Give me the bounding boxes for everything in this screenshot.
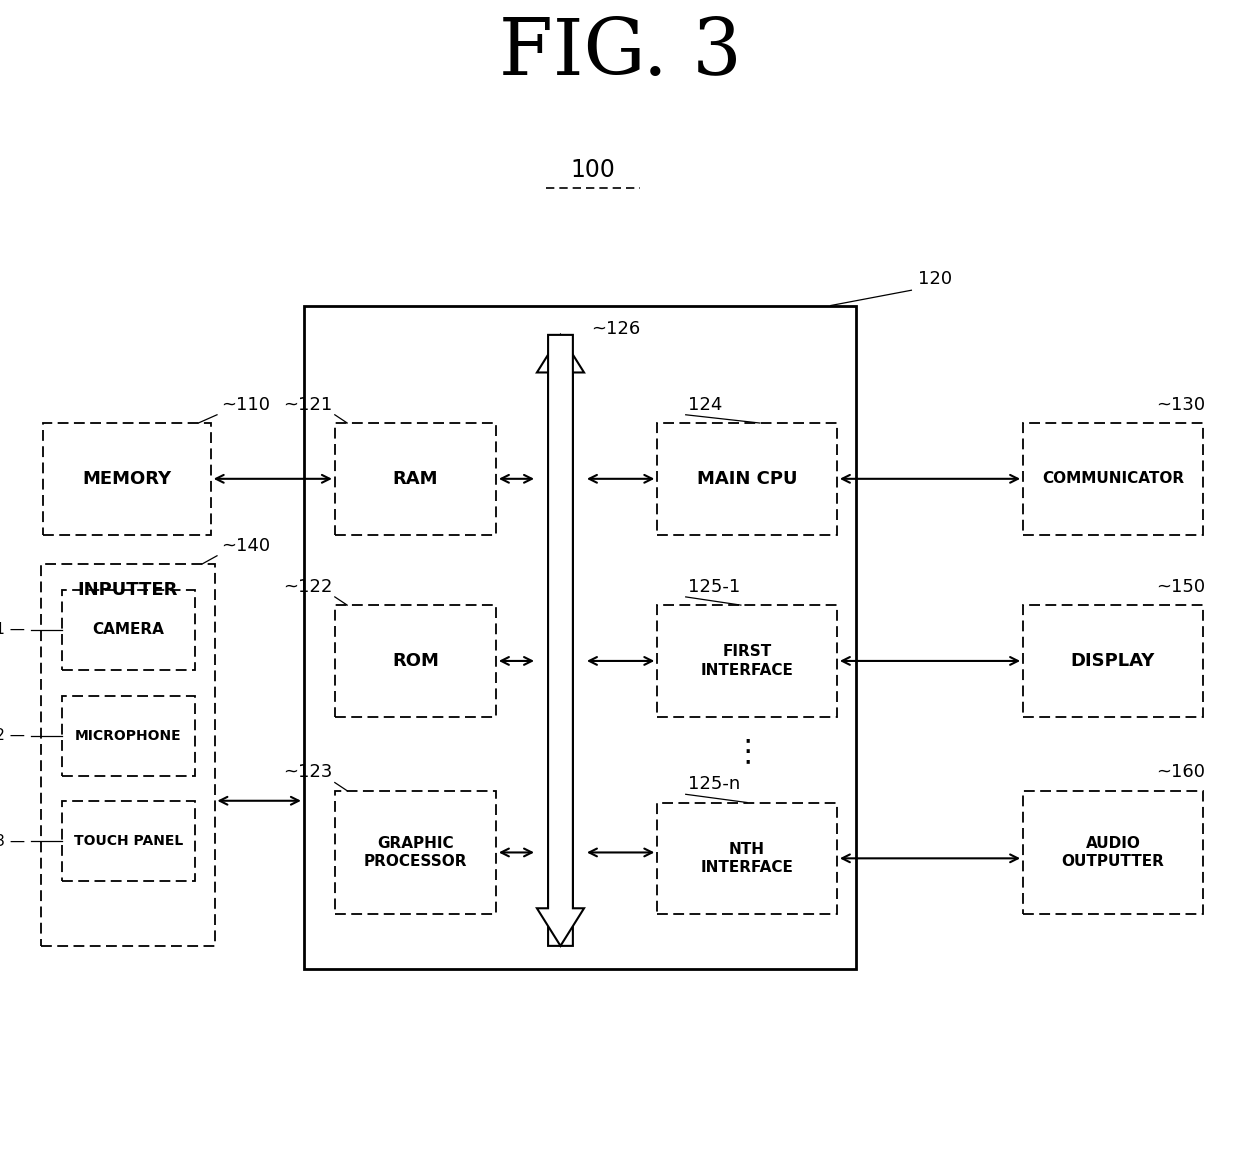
Text: GRAPHIC
PROCESSOR: GRAPHIC PROCESSOR — [363, 835, 467, 870]
Text: 142 —: 142 — — [0, 728, 25, 743]
Text: RAM: RAM — [393, 470, 438, 488]
Text: FIG. 3: FIG. 3 — [498, 15, 742, 90]
Bar — [657, 605, 837, 717]
Text: ~121: ~121 — [283, 396, 332, 414]
Bar — [335, 423, 496, 535]
Text: ~122: ~122 — [283, 578, 332, 596]
Text: INPUTTER: INPUTTER — [78, 580, 177, 599]
Bar — [41, 564, 215, 946]
Text: ~126: ~126 — [591, 320, 641, 338]
Text: 143 —: 143 — — [0, 834, 25, 848]
Text: ~110: ~110 — [221, 396, 270, 414]
Bar — [1023, 423, 1203, 535]
Text: ~150: ~150 — [1156, 578, 1205, 596]
Text: FIRST
INTERFACE: FIRST INTERFACE — [701, 644, 794, 678]
Text: 100: 100 — [570, 159, 615, 182]
Text: CAMERA: CAMERA — [93, 623, 164, 637]
Text: 141 —: 141 — — [0, 623, 25, 637]
Text: 120: 120 — [918, 270, 952, 288]
Text: MEMORY: MEMORY — [83, 470, 171, 488]
Text: ~123: ~123 — [283, 764, 332, 781]
Bar — [657, 803, 837, 914]
Text: MICROPHONE: MICROPHONE — [76, 728, 181, 743]
Text: ~140: ~140 — [221, 537, 270, 555]
Text: ⋮: ⋮ — [733, 738, 763, 766]
Text: DISPLAY: DISPLAY — [1070, 652, 1156, 670]
Bar — [657, 423, 837, 535]
FancyArrow shape — [537, 335, 584, 946]
Text: 124: 124 — [688, 396, 723, 414]
Text: 125-1: 125-1 — [688, 578, 740, 596]
FancyArrow shape — [537, 335, 584, 946]
Bar — [1023, 605, 1203, 717]
Text: AUDIO
OUTPUTTER: AUDIO OUTPUTTER — [1061, 835, 1164, 870]
Bar — [1023, 791, 1203, 914]
Bar — [335, 605, 496, 717]
Bar — [304, 306, 856, 969]
Text: TOUCH PANEL: TOUCH PANEL — [73, 834, 184, 848]
Text: MAIN CPU: MAIN CPU — [697, 470, 797, 488]
Text: ~130: ~130 — [1156, 396, 1205, 414]
Bar — [335, 791, 496, 914]
Bar — [62, 696, 195, 776]
Bar — [43, 423, 211, 535]
Text: ~160: ~160 — [1156, 764, 1205, 781]
Text: ROM: ROM — [392, 652, 439, 670]
Text: COMMUNICATOR: COMMUNICATOR — [1042, 471, 1184, 486]
Bar — [62, 590, 195, 670]
Bar — [62, 801, 195, 881]
Text: NTH
INTERFACE: NTH INTERFACE — [701, 841, 794, 875]
Text: 125-n: 125-n — [688, 776, 740, 793]
